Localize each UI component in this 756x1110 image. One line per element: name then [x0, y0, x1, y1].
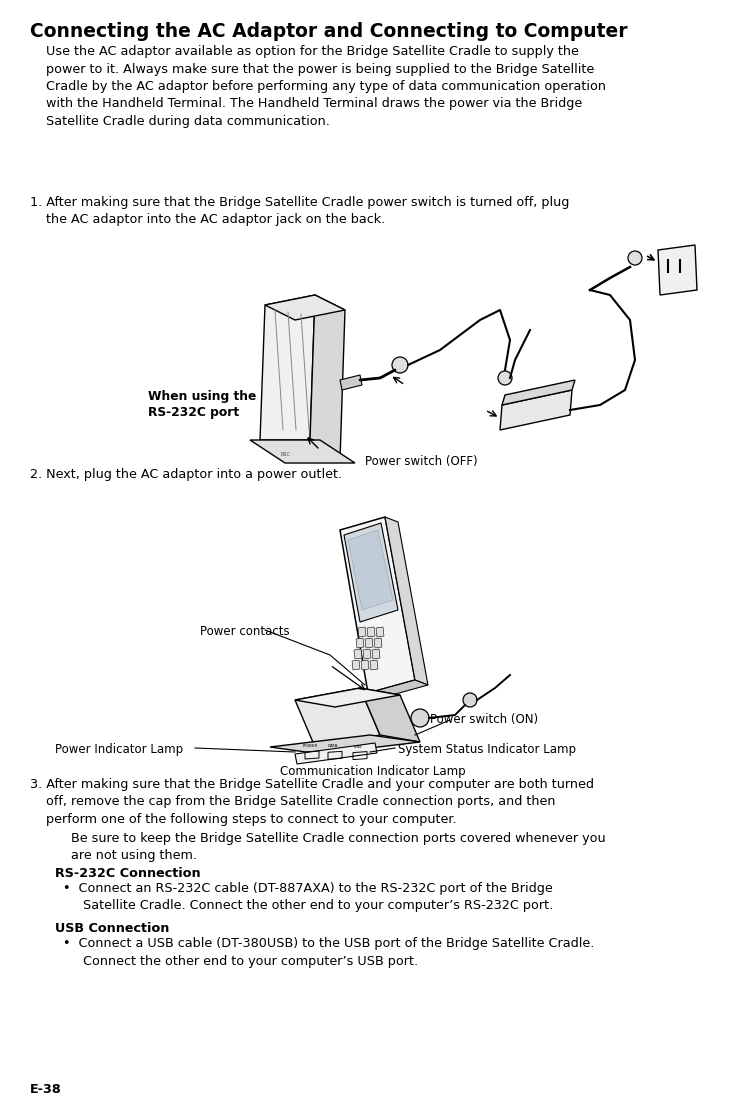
Text: Power switch (OFF): Power switch (OFF) — [365, 455, 478, 468]
Polygon shape — [265, 295, 345, 320]
Text: 1. After making sure that the Bridge Satellite Cradle power switch is turned off: 1. After making sure that the Bridge Sat… — [30, 196, 569, 226]
Circle shape — [498, 371, 512, 385]
Polygon shape — [360, 688, 420, 741]
Text: System Status Indicator Lamp: System Status Indicator Lamp — [398, 743, 576, 756]
Text: Be sure to keep the Bridge Satellite Cradle connection ports covered whenever yo: Be sure to keep the Bridge Satellite Cra… — [55, 832, 606, 862]
Text: Power Indicator Lamp: Power Indicator Lamp — [55, 743, 183, 756]
Polygon shape — [260, 295, 315, 440]
Text: Connecting the AC Adaptor and Connecting to Computer: Connecting the AC Adaptor and Connecting… — [30, 22, 627, 41]
Polygon shape — [352, 660, 360, 670]
Polygon shape — [368, 680, 428, 698]
Polygon shape — [340, 375, 362, 390]
Text: 2. Next, plug the AC adaptor into a power outlet.: 2. Next, plug the AC adaptor into a powe… — [30, 468, 342, 481]
Text: 3. After making sure that the Bridge Satellite Cradle and your computer are both: 3. After making sure that the Bridge Sat… — [30, 778, 594, 826]
Polygon shape — [358, 627, 366, 637]
Polygon shape — [374, 638, 382, 648]
Text: •  Connect an RS-232C cable (DT-887AXA) to the RS-232C port of the Bridge
      : • Connect an RS-232C cable (DT-887AXA) t… — [55, 882, 553, 912]
Polygon shape — [356, 638, 364, 648]
Polygon shape — [372, 649, 380, 659]
Polygon shape — [500, 390, 572, 430]
Polygon shape — [502, 380, 575, 405]
Polygon shape — [361, 660, 369, 670]
Text: DATA: DATA — [328, 745, 338, 748]
Polygon shape — [385, 517, 428, 685]
Polygon shape — [365, 638, 373, 648]
Text: E-38: E-38 — [30, 1083, 62, 1096]
Polygon shape — [340, 517, 415, 693]
Polygon shape — [376, 627, 384, 637]
Polygon shape — [658, 245, 697, 295]
Polygon shape — [250, 440, 355, 463]
Text: POWER: POWER — [302, 744, 318, 748]
Circle shape — [411, 709, 429, 727]
Text: USB Connection: USB Connection — [55, 922, 169, 935]
Polygon shape — [310, 295, 345, 460]
Text: RS-232C Connection: RS-232C Connection — [55, 867, 200, 880]
Text: Communication Indicator Lamp: Communication Indicator Lamp — [280, 765, 466, 778]
Text: When using the: When using the — [148, 390, 256, 403]
Text: Use the AC adaptor available as option for the Bridge Satellite Cradle to supply: Use the AC adaptor available as option f… — [30, 46, 606, 128]
Circle shape — [392, 357, 408, 373]
Text: •  Connect a USB cable (DT-380USB) to the USB port of the Bridge Satellite Cradl: • Connect a USB cable (DT-380USB) to the… — [55, 937, 594, 968]
Polygon shape — [354, 649, 362, 659]
Polygon shape — [363, 649, 371, 659]
Text: RS-232C port: RS-232C port — [148, 406, 239, 418]
Polygon shape — [370, 660, 378, 670]
Polygon shape — [295, 688, 380, 747]
Text: Power contacts: Power contacts — [200, 625, 290, 638]
Text: LINE: LINE — [354, 745, 362, 748]
Circle shape — [463, 693, 477, 707]
Polygon shape — [270, 735, 420, 754]
Polygon shape — [295, 743, 377, 764]
Polygon shape — [367, 627, 375, 637]
Polygon shape — [348, 529, 393, 611]
Circle shape — [628, 251, 642, 265]
Polygon shape — [344, 523, 398, 622]
Text: RSC: RSC — [280, 453, 290, 457]
Polygon shape — [295, 688, 400, 707]
Text: Power switch (ON): Power switch (ON) — [430, 713, 538, 726]
